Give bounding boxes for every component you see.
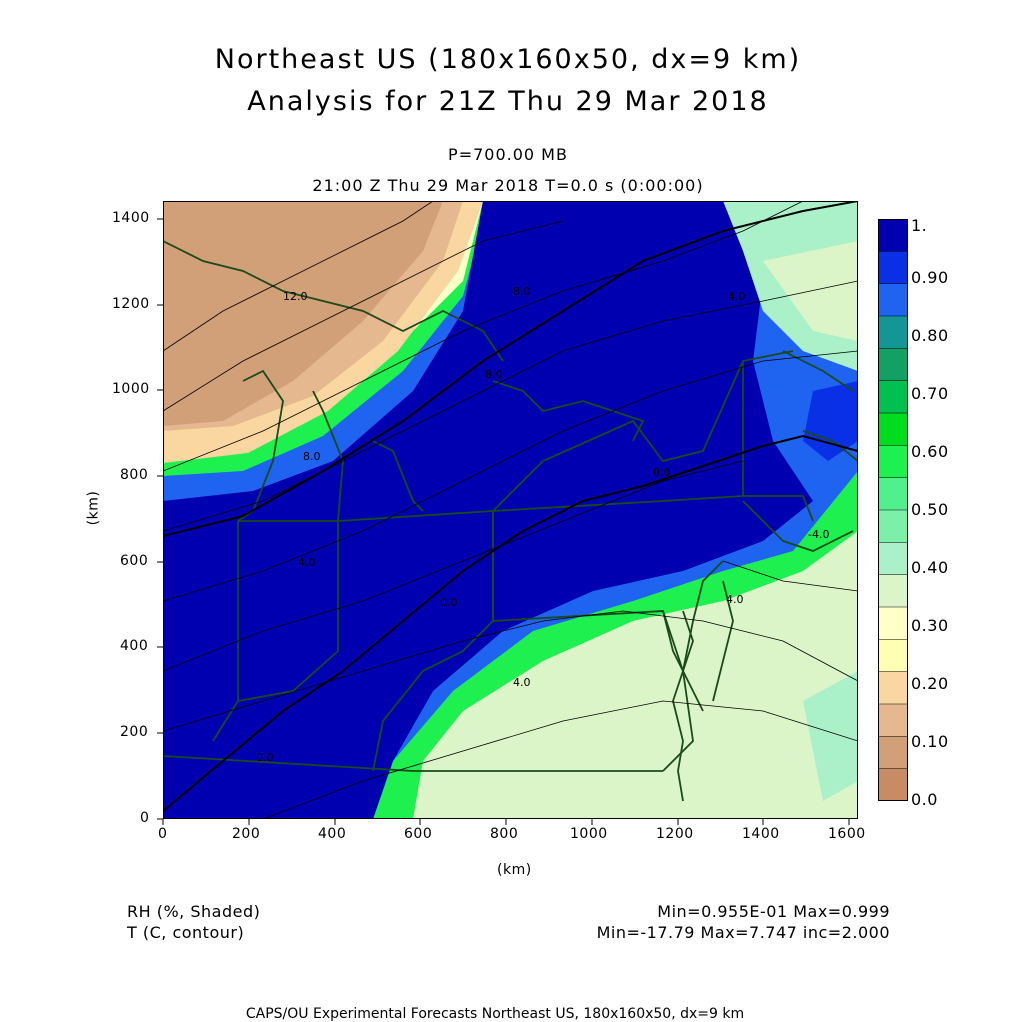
x-axis-label: (km) xyxy=(497,862,532,878)
y-tick-label: 200 xyxy=(120,724,149,740)
colorbar-swatch xyxy=(878,412,908,447)
y-tick-label: 1400 xyxy=(112,210,150,226)
contour-label-group: 12.0 8.0 8.0 8.0 4.0 4.0 4.0 4.0 0.0 0.0… xyxy=(256,285,829,764)
contour-label: 8.0 xyxy=(485,368,503,381)
contour-label: 0.0 xyxy=(440,596,458,609)
colorbar-label: 0.10 xyxy=(911,732,949,751)
y-tick-label: 800 xyxy=(120,467,149,483)
colorbar-swatch xyxy=(878,606,908,641)
x-tick-label: 1600 xyxy=(828,826,866,842)
contour-label: -4.0 xyxy=(808,528,829,541)
dry-core-northwest xyxy=(163,201,443,426)
colorbar-frame xyxy=(878,219,908,801)
colorbar-swatch xyxy=(878,219,908,253)
colorbar-label: 0.60 xyxy=(911,442,949,461)
colorbar-label: 1. xyxy=(911,216,928,235)
x-tick-label: 600 xyxy=(404,826,433,842)
colorbar-swatch xyxy=(878,509,908,544)
colorbar xyxy=(878,219,908,801)
contour-label: 0.0 xyxy=(653,466,671,479)
colorbar-swatch xyxy=(878,348,908,382)
colorbar-label: 0.80 xyxy=(911,326,949,345)
contour-label: 4.0 xyxy=(513,676,531,689)
t-min-max-inc: Min=-17.79 Max=7.747 inc=2.000 xyxy=(596,923,890,942)
colorbar-swatch xyxy=(878,639,908,673)
x-tick-label: 400 xyxy=(318,826,347,842)
colorbar-swatch xyxy=(878,671,908,705)
moist-patch-east xyxy=(803,671,858,801)
colorbar-label: 0.40 xyxy=(911,558,949,577)
y-tick-label: 600 xyxy=(120,553,149,569)
colorbar-swatch xyxy=(878,477,908,511)
x-tick-label: 1000 xyxy=(570,826,608,842)
moist-patch-northeast xyxy=(803,381,858,461)
x-tick-label: 200 xyxy=(232,826,261,842)
contour-label: 4.0 xyxy=(726,593,744,606)
title-line-1: Northeast US (180x160x50, dx=9 km) xyxy=(214,44,802,75)
colorbar-swatch xyxy=(878,445,908,479)
colorbar-swatch xyxy=(878,315,908,350)
y-tick-label: 1000 xyxy=(112,381,150,397)
x-tick-label: 800 xyxy=(490,826,519,842)
colorbar-label: 0.20 xyxy=(911,674,949,693)
contour-label: 4.0 xyxy=(298,556,316,569)
valid-time: 21:00 Z Thu 29 Mar 2018 T=0.0 s (0:00:00… xyxy=(312,176,704,195)
colorbar-swatch xyxy=(878,251,908,285)
colorbar-label: 0.90 xyxy=(911,268,949,287)
y-tick-label: 1200 xyxy=(112,296,150,312)
plot-frame xyxy=(163,201,858,819)
saturated-core xyxy=(163,201,813,819)
rh-temperature-map: 12.0 8.0 8.0 8.0 4.0 4.0 4.0 4.0 0.0 0.0… xyxy=(163,201,858,819)
x-tick-label: 1200 xyxy=(656,826,694,842)
colorbar-label: 0.0 xyxy=(911,790,938,809)
footer-credit: CAPS/OU Experimental Forecasts Northeast… xyxy=(245,1006,745,1022)
political-boundaries xyxy=(163,350,814,772)
colorbar-label: 0.50 xyxy=(911,500,949,519)
colorbar-swatch xyxy=(878,574,908,608)
temperature-contours xyxy=(163,201,858,819)
rh-min-max: Min=0.955E-01 Max=0.999 xyxy=(657,902,890,921)
contour-label: 8.0 xyxy=(303,450,321,463)
colorbar-swatch xyxy=(878,768,908,801)
field-legend-shaded: RH (%, Shaded) xyxy=(127,902,261,921)
colorbar-swatch xyxy=(878,380,908,414)
y-tick-label: 400 xyxy=(120,638,149,654)
colorbar-swatch xyxy=(878,736,908,770)
contour-label: 8.0 xyxy=(513,285,531,298)
colorbar-swatch xyxy=(878,283,908,317)
colorbar-label: 0.70 xyxy=(911,384,949,403)
pressure-level: P=700.00 MB xyxy=(448,145,568,164)
field-legend-contour: T (C, contour) xyxy=(127,923,245,942)
x-tick-label: 0 xyxy=(158,826,168,842)
y-axis-label: (km) xyxy=(85,490,102,526)
moist-fringe-southeast xyxy=(413,521,858,819)
colorbar-label: 0.30 xyxy=(911,616,949,635)
y-tick-label: 0 xyxy=(140,810,150,826)
x-tick-label: 1400 xyxy=(742,826,780,842)
title-line-2: Analysis for 21Z Thu 29 Mar 2018 xyxy=(247,86,769,117)
colorbar-swatch xyxy=(878,542,908,576)
colorbar-swatch xyxy=(878,703,908,738)
contour-label: 0.0 xyxy=(256,751,274,764)
temperature-contours-major xyxy=(163,201,858,812)
axis-ticks xyxy=(157,218,850,825)
contour-label: 12.0 xyxy=(283,290,308,303)
contour-label: 4.0 xyxy=(728,290,746,303)
